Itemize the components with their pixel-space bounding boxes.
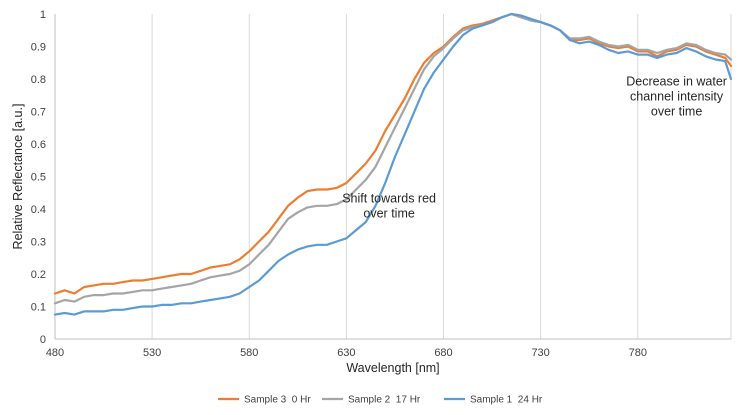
y-tick-label: 0.2 [31, 269, 46, 281]
y-tick-label: 0.7 [31, 107, 46, 119]
y-axis-title: Relative Reflectance [a.u.] [11, 104, 25, 250]
x-tick-label: 780 [629, 347, 647, 359]
x-tick-label: 480 [46, 347, 64, 359]
y-tick-label: 0.5 [31, 172, 46, 184]
y-tick-label: 0.6 [31, 139, 46, 151]
annotation-text: over time [363, 207, 414, 221]
legend: Sample 3 0 Hr Sample 2 17 Hr Sample 1 24 H… [218, 395, 543, 406]
grid-lines [54, 14, 732, 339]
axes: 480 530 580 630 680 730 780 0 0.1 0.2 0.3 0.4 0.5 0.6… [31, 9, 731, 359]
y-tick-label: 1 [40, 9, 46, 21]
x-axis-title: Wavelength [nm] [346, 361, 439, 375]
x-tick-label: 530 [143, 347, 161, 359]
series-line-3 [53, 12, 733, 316]
x-tick-label: 630 [337, 347, 355, 359]
y-tick-label: 0.3 [31, 237, 46, 249]
x-tick-label: 680 [434, 347, 452, 359]
annotation-text: Shift towards red [342, 192, 436, 206]
y-tick-label: 0 [40, 334, 46, 346]
series-line-1 [53, 12, 733, 295]
annotation-text: over time [651, 105, 702, 119]
y-tick-label: 0.8 [31, 74, 46, 86]
legend-label: Sample 2 17 Hr [348, 395, 421, 406]
annotation-text: Decrease in water [626, 75, 727, 89]
y-tick-label: 0.4 [31, 204, 46, 216]
annotation-text: channel intensity [630, 90, 724, 104]
y-tick-label: 0.1 [31, 302, 46, 314]
x-tick-label: 730 [531, 347, 549, 359]
series-lines [53, 12, 733, 316]
y-tick-label: 0.9 [31, 42, 46, 54]
legend-label: Sample 3 0 Hr [244, 395, 311, 406]
legend-label: Sample 1 24 Hr [470, 395, 543, 406]
series-line-2 [53, 12, 733, 305]
x-tick-label: 580 [240, 347, 258, 359]
